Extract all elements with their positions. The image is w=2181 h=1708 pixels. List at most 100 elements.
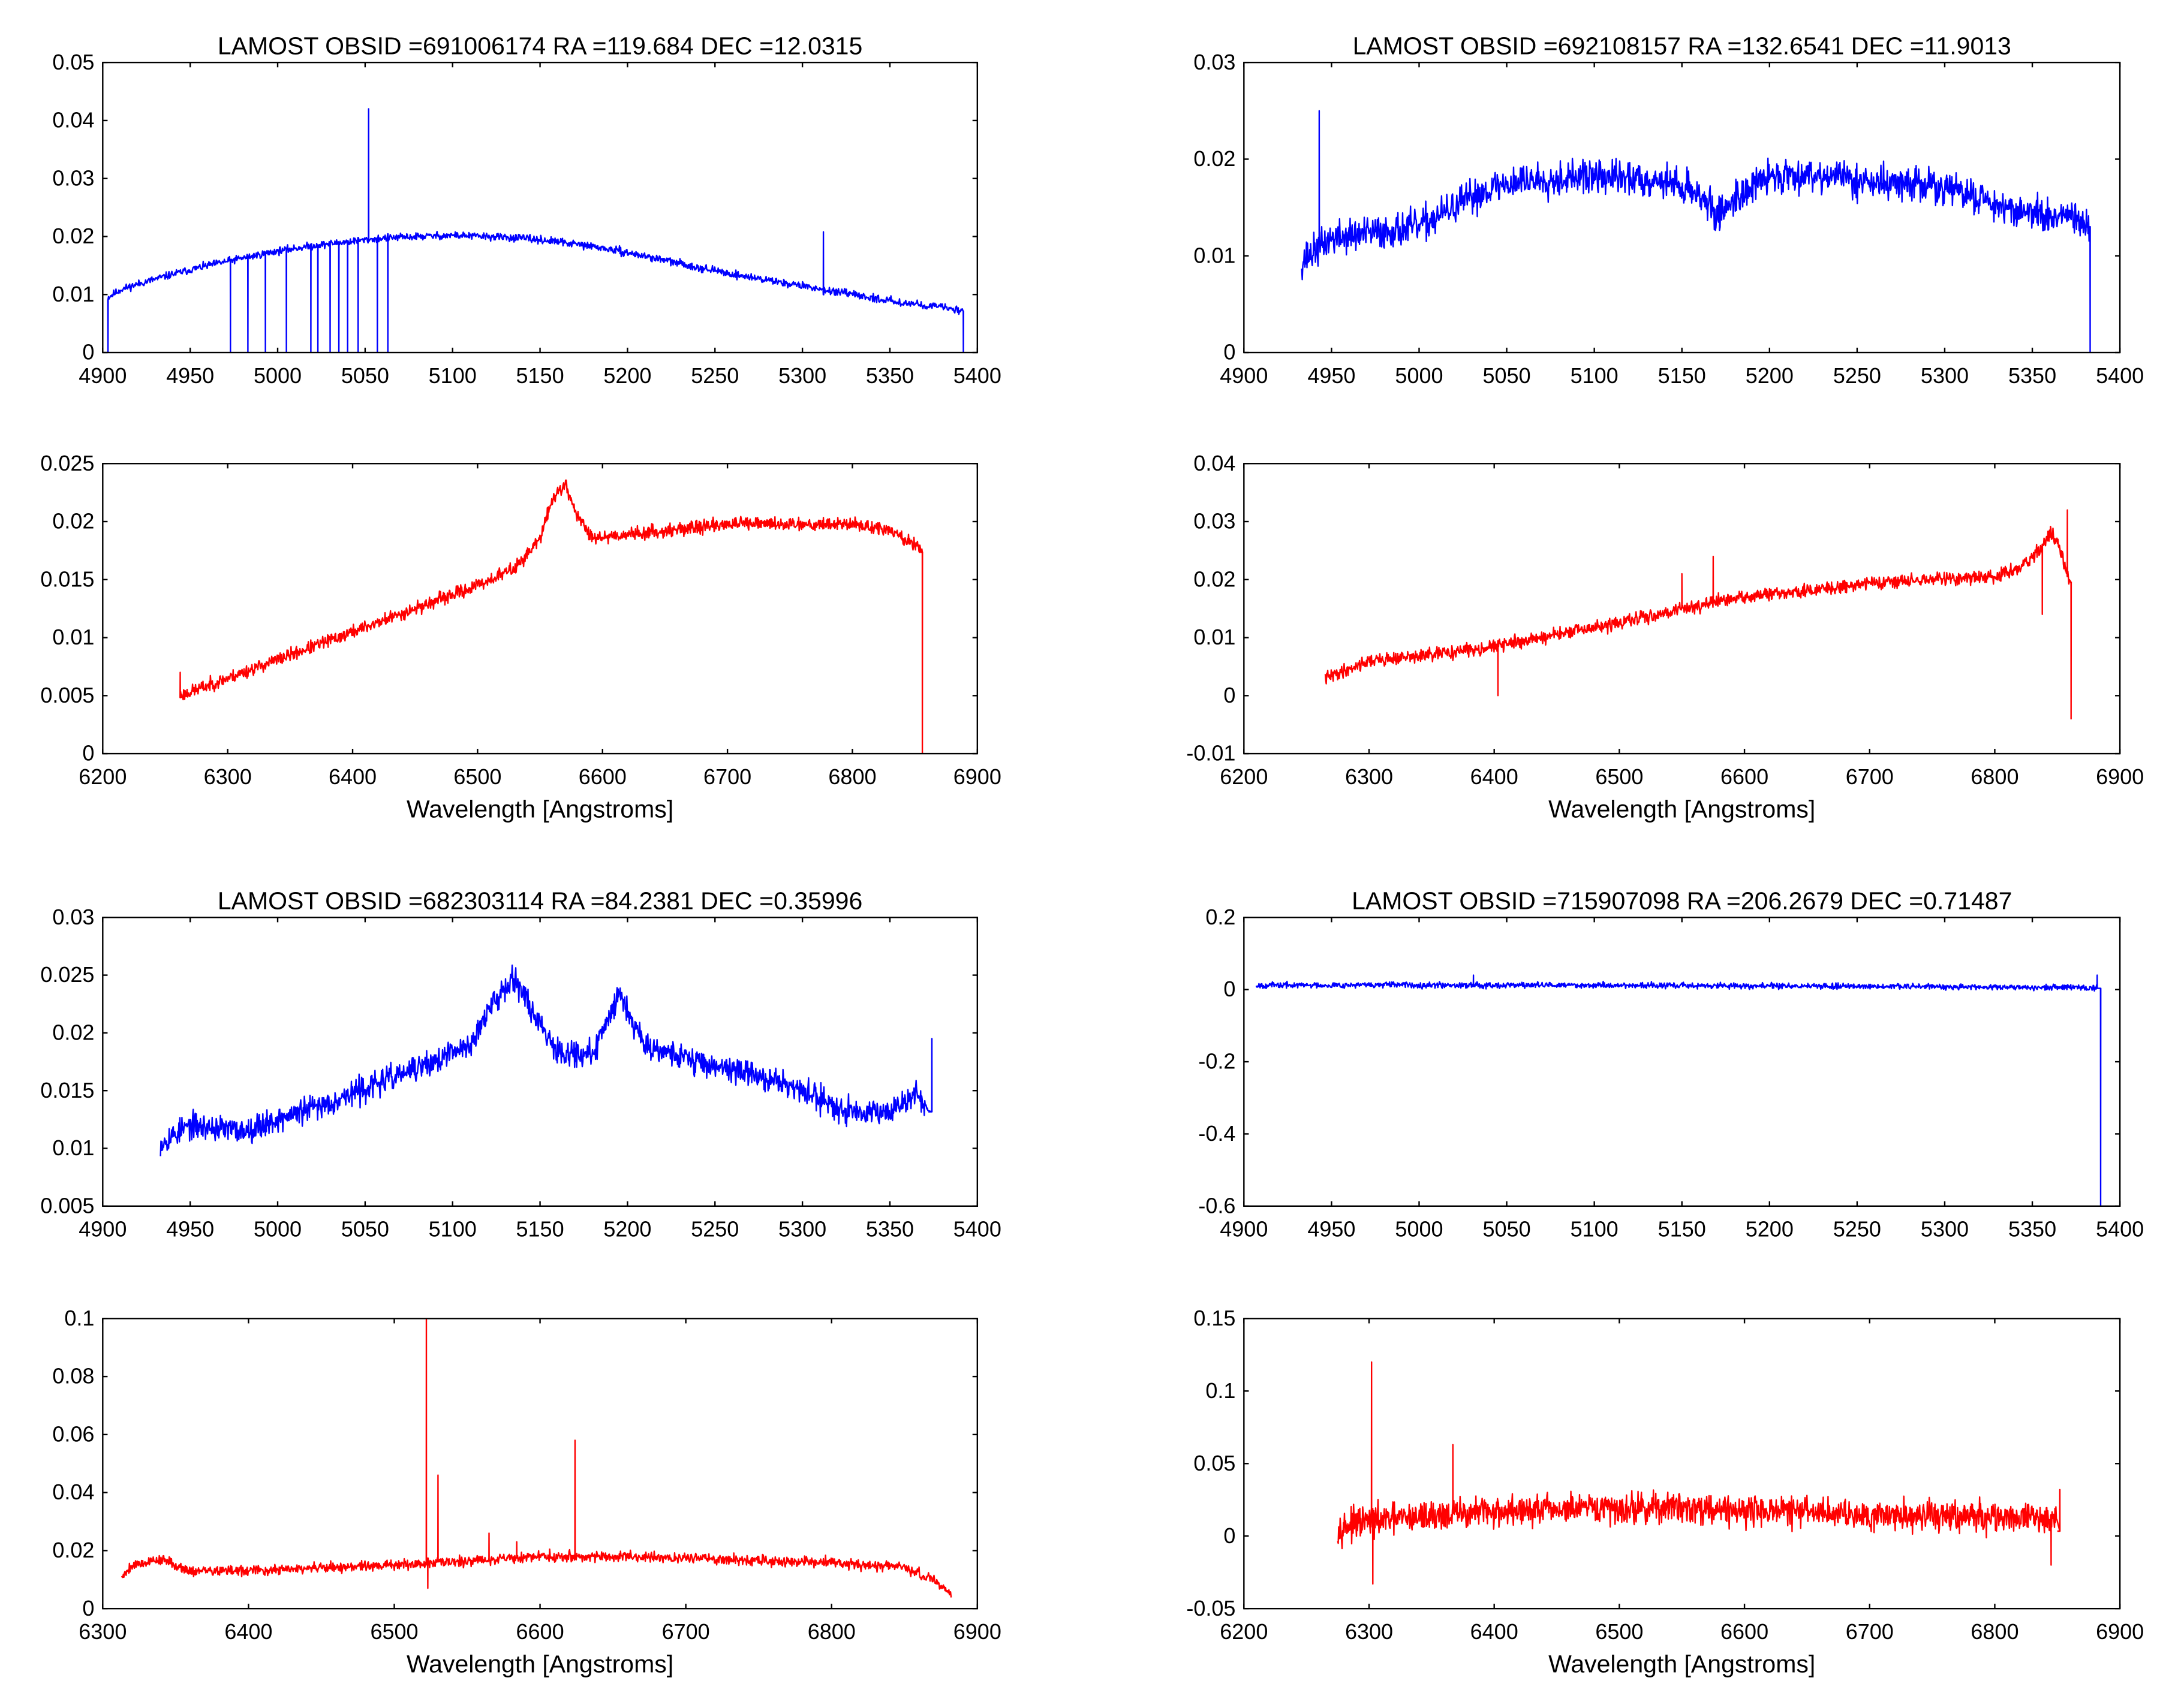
ytick-label-p6-2: -0.2 <box>1198 1049 1235 1074</box>
xtick-label-p6-0: 4900 <box>1220 1217 1268 1242</box>
xtick-label-p3-5: 5150 <box>1658 363 1706 388</box>
xtick-label-p3-1: 4950 <box>1307 363 1355 388</box>
xtick-label-p2-4: 6600 <box>579 764 627 789</box>
xtick-label-p1-3: 5050 <box>341 363 389 388</box>
series-line-p3 <box>1301 110 2091 353</box>
xlabel-p2: Wavelength [Angstroms] <box>407 796 673 823</box>
ytick-label-p1-4: 0.04 <box>52 108 94 132</box>
ytick-label-p5-3: 0.02 <box>52 1020 94 1044</box>
ytick-label-p8-3: 0.1 <box>1205 1378 1235 1403</box>
xtick-label-p6-4: 5100 <box>1571 1217 1619 1242</box>
xtick-label-p1-5: 5150 <box>516 363 564 388</box>
xtick-label-p1-8: 5300 <box>778 363 826 388</box>
xtick-label-p5-2: 5000 <box>254 1217 302 1242</box>
xtick-label-p1-4: 5100 <box>429 363 477 388</box>
xtick-label-p5-8: 5300 <box>778 1217 826 1242</box>
ytick-label-p6-4: 0.2 <box>1205 905 1235 929</box>
xtick-label-p2-5: 6700 <box>703 764 751 789</box>
ytick-label-p8-0: -0.05 <box>1186 1596 1235 1620</box>
ytick-label-p4-4: 0.03 <box>1193 509 1235 534</box>
xtick-label-p1-10: 5400 <box>953 363 1001 388</box>
xtick-label-p5-3: 5050 <box>341 1217 389 1242</box>
ytick-label-p4-5: 0.04 <box>1193 451 1235 475</box>
ytick-label-p7-1: 0.02 <box>52 1538 94 1562</box>
ytick-label-p6-1: -0.4 <box>1198 1121 1235 1146</box>
ytick-label-p4-3: 0.02 <box>1193 567 1235 591</box>
ytick-label-p5-5: 0.03 <box>52 905 94 929</box>
ytick-label-p6-3: 0 <box>1223 977 1235 1001</box>
axes-box-p4 <box>1243 463 2121 755</box>
ytick-label-p2-5: 0.025 <box>40 451 94 475</box>
xtick-label-p8-3: 6500 <box>1595 1619 1643 1644</box>
subplot-p8: 6200 6300 6400 6500 6600 6700 6800 6900 -0.05 0 0.… <box>1186 1306 2144 1678</box>
series-line-p2 <box>179 479 923 754</box>
xtick-label-p2-1: 6300 <box>204 764 252 789</box>
xtick-label-p4-6: 6800 <box>1971 764 2018 789</box>
subplot-p7: 6300 6400 6500 6600 6700 6800 6900 0 0.02 0.04 0.0… <box>52 1306 1001 1678</box>
subplot-p5: 4900 4950 5000 5050 5100 5150 5200 5250 5300 5350… <box>40 887 1001 1241</box>
ytick-label-p5-1: 0.01 <box>52 1135 94 1160</box>
subplot-p1: 4900 4950 5000 5050 5100 5150 5200 5250 5300 5350… <box>52 32 1001 388</box>
xtick-label-p5-0: 4900 <box>79 1217 127 1242</box>
xtick-label-p6-7: 5250 <box>1833 1217 1881 1242</box>
xtick-label-p4-7: 6900 <box>2096 764 2144 789</box>
series-line-p5 <box>160 964 933 1156</box>
ytick-label-p5-2: 0.015 <box>40 1078 94 1102</box>
xlabel-p4: Wavelength [Angstroms] <box>1548 796 1815 823</box>
xtick-label-p5-4: 5100 <box>429 1217 477 1242</box>
xtick-label-p1-2: 5000 <box>254 363 302 388</box>
ytick-label-p2-3: 0.015 <box>40 567 94 591</box>
ytick-label-p2-0: 0 <box>82 741 94 766</box>
xtick-label-p3-3: 5050 <box>1483 363 1531 388</box>
xtick-label-p7-6: 6900 <box>953 1619 1001 1644</box>
subplot-p3: 4900 4950 5000 5050 5100 5150 5200 5250 5300 5350… <box>1193 32 2144 388</box>
xtick-label-p3-8: 5300 <box>1921 363 1969 388</box>
ytick-label-p3-1: 0.01 <box>1193 243 1235 267</box>
xtick-label-p5-10: 5400 <box>953 1217 1001 1242</box>
xtick-label-p7-0: 6300 <box>79 1619 127 1644</box>
xlabel-p8: Wavelength [Angstroms] <box>1548 1650 1815 1678</box>
xtick-label-p1-6: 5200 <box>603 363 651 388</box>
xtick-label-p5-9: 5350 <box>866 1217 914 1242</box>
ytick-label-p5-4: 0.025 <box>40 962 94 987</box>
ytick-label-p8-2: 0.05 <box>1193 1451 1235 1475</box>
subplot-p4: 6200 6300 6400 6500 6600 6700 6800 6900 -0.01 0 0.… <box>1186 451 2144 823</box>
xtick-label-p2-3: 6500 <box>453 764 501 789</box>
xtick-label-p6-6: 5200 <box>1746 1217 1794 1242</box>
xtick-label-p8-2: 6400 <box>1470 1619 1518 1644</box>
xtick-label-p5-6: 5200 <box>603 1217 651 1242</box>
subplot-p6: 4900 4950 5000 5050 5100 5150 5200 5250 5300 5350… <box>1198 887 2144 1241</box>
axes-box-p1 <box>102 61 979 354</box>
xtick-label-p6-5: 5150 <box>1658 1217 1706 1242</box>
xtick-label-p2-2: 6400 <box>329 764 377 789</box>
ytick-label-p5-0: 0.005 <box>40 1193 94 1218</box>
xtick-label-p7-1: 6400 <box>224 1619 272 1644</box>
ytick-label-p7-0: 0 <box>82 1596 94 1620</box>
ytick-label-p1-3: 0.03 <box>52 165 94 190</box>
ytick-label-p1-0: 0 <box>82 340 94 365</box>
xtick-label-p3-4: 5100 <box>1571 363 1619 388</box>
ytick-label-p6-0: -0.6 <box>1198 1193 1235 1218</box>
ytick-label-p1-2: 0.02 <box>52 224 94 248</box>
series-line-p7 <box>121 1318 952 1598</box>
xtick-label-p3-6: 5200 <box>1746 363 1794 388</box>
xtick-label-p7-3: 6600 <box>516 1619 564 1644</box>
ytick-label-p4-2: 0.01 <box>1193 625 1235 649</box>
xtick-label-p8-4: 6600 <box>1720 1619 1768 1644</box>
xtick-label-p4-5: 6700 <box>1846 764 1894 789</box>
xtick-label-p8-5: 6700 <box>1846 1619 1894 1644</box>
chart-title-p5: LAMOST OBSID =682303114 RA =84.2381 DEC … <box>218 887 862 914</box>
axes-box-p3 <box>1243 61 2121 354</box>
xtick-label-p7-2: 6500 <box>370 1619 418 1644</box>
ytick-label-p4-0: -0.01 <box>1186 741 1235 766</box>
xtick-label-p8-0: 6200 <box>1220 1619 1268 1644</box>
axes-box-p6 <box>1243 917 2121 1207</box>
ytick-label-p3-3: 0.03 <box>1193 50 1235 74</box>
xtick-label-p4-4: 6600 <box>1720 764 1768 789</box>
xtick-label-p8-6: 6800 <box>1971 1619 2018 1644</box>
xtick-label-p6-1: 4950 <box>1307 1217 1355 1242</box>
ytick-label-p7-4: 0.08 <box>52 1364 94 1388</box>
ytick-label-p2-4: 0.02 <box>52 509 94 534</box>
